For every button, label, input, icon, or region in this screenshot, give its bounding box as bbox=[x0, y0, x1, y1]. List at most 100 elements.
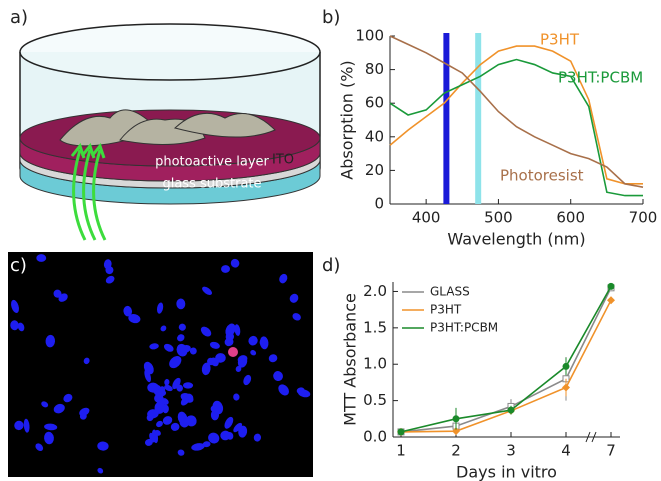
cell bbox=[208, 432, 220, 444]
cell bbox=[237, 355, 248, 368]
cell bbox=[178, 323, 186, 331]
cell bbox=[79, 407, 90, 417]
x-tick-label: 3 bbox=[506, 442, 516, 460]
cell bbox=[14, 420, 24, 431]
cell bbox=[202, 441, 211, 448]
cell bbox=[278, 384, 289, 396]
x-tick-label: 4 bbox=[561, 442, 571, 460]
panel-label: a) bbox=[10, 7, 28, 28]
cell bbox=[83, 357, 90, 365]
layer-label: glass substrate bbox=[162, 177, 261, 192]
x-axis-label: Wavelength (nm) bbox=[447, 230, 585, 249]
cell bbox=[158, 386, 166, 396]
cell bbox=[177, 449, 185, 456]
cell bbox=[215, 353, 226, 363]
cell bbox=[268, 354, 278, 363]
device-diagram: photoactive layer ITO glass substrate bbox=[19, 23, 321, 241]
layer-label: photoactive layer bbox=[155, 155, 269, 170]
cell bbox=[279, 273, 288, 284]
cell bbox=[234, 324, 241, 336]
cell bbox=[177, 334, 185, 342]
y-tick-label: 100 bbox=[355, 27, 384, 45]
marker bbox=[562, 362, 570, 370]
cell bbox=[235, 365, 242, 372]
cell bbox=[17, 322, 25, 332]
cell bbox=[35, 443, 44, 452]
cell bbox=[53, 403, 65, 414]
cell bbox=[207, 357, 215, 366]
marker bbox=[607, 296, 615, 305]
x-tick-label: 7 bbox=[606, 442, 616, 460]
series-line bbox=[389, 35, 644, 188]
cell bbox=[164, 378, 170, 386]
cell bbox=[36, 254, 47, 262]
panel-label: b) bbox=[322, 7, 340, 28]
wavelength-band bbox=[443, 33, 450, 204]
cell bbox=[156, 302, 164, 314]
cell bbox=[44, 431, 54, 445]
cell bbox=[163, 343, 174, 352]
cell bbox=[156, 420, 163, 428]
cell bbox=[97, 467, 104, 474]
cell bbox=[53, 289, 62, 298]
cell bbox=[162, 416, 173, 425]
legend-label: GLASS bbox=[430, 285, 470, 299]
cell bbox=[233, 422, 243, 433]
series-line bbox=[389, 45, 643, 185]
cell bbox=[10, 320, 19, 331]
cell bbox=[128, 314, 141, 324]
y-tick-label: 20 bbox=[365, 161, 384, 179]
cell bbox=[162, 404, 169, 414]
x-tick-label: 2 bbox=[451, 442, 461, 460]
cell bbox=[224, 416, 234, 429]
y-axis-label: MTT Absorbance bbox=[341, 293, 360, 426]
cell bbox=[200, 326, 212, 337]
cell bbox=[228, 347, 238, 357]
dish-rim bbox=[19, 23, 321, 81]
y-tick-label: 40 bbox=[365, 127, 384, 145]
cell bbox=[201, 362, 211, 376]
cell bbox=[63, 393, 73, 403]
y-axis-label: Absorption (%) bbox=[338, 60, 357, 179]
cell bbox=[41, 401, 49, 408]
y-tick-label: 80 bbox=[365, 60, 384, 78]
cell bbox=[202, 286, 212, 295]
marker bbox=[452, 415, 460, 423]
x-axis-label: Days in vitro bbox=[456, 463, 557, 481]
x-tick-label: 500 bbox=[484, 209, 513, 227]
cell bbox=[253, 433, 261, 442]
marker bbox=[562, 383, 570, 392]
y-tick-label: 0 bbox=[374, 195, 384, 213]
marker bbox=[607, 282, 615, 290]
marker bbox=[397, 428, 405, 436]
marker bbox=[507, 406, 515, 414]
x-tick-label: 700 bbox=[629, 209, 658, 227]
cell bbox=[230, 258, 240, 268]
cell bbox=[233, 393, 240, 401]
y-tick-label: 1.5 bbox=[363, 318, 387, 336]
cell bbox=[97, 441, 109, 451]
cell bbox=[172, 377, 181, 390]
cell bbox=[44, 423, 58, 431]
y-tick-label: 60 bbox=[365, 94, 384, 112]
series-label: P3HT bbox=[540, 31, 580, 49]
cell bbox=[164, 384, 173, 392]
cell bbox=[296, 387, 305, 394]
x-tick-label: 600 bbox=[556, 209, 585, 227]
y-tick-label: 1.0 bbox=[363, 355, 387, 373]
series-label: Photoresist bbox=[500, 167, 584, 185]
marker bbox=[452, 427, 460, 436]
legend-label: P3HT bbox=[430, 303, 462, 317]
cell bbox=[23, 418, 30, 433]
cell bbox=[58, 293, 68, 302]
cell bbox=[144, 438, 153, 446]
x-tick-label: 400 bbox=[412, 209, 441, 227]
cell bbox=[177, 411, 188, 425]
cell bbox=[238, 425, 248, 438]
cell bbox=[45, 334, 56, 348]
axis-break bbox=[585, 431, 597, 443]
series-label: P3HT:PCBM bbox=[558, 69, 643, 87]
cell bbox=[161, 398, 169, 406]
light-arrows bbox=[70, 142, 107, 241]
